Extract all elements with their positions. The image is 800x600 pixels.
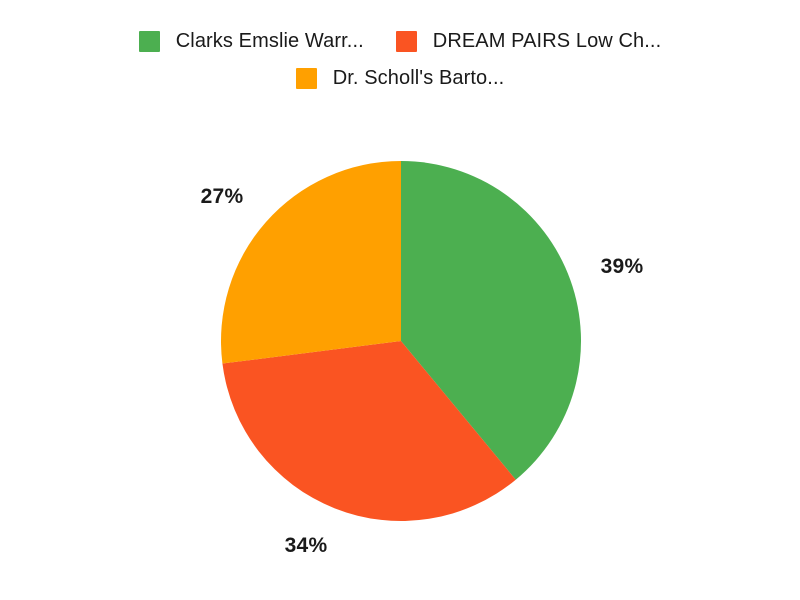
legend-item-clarks-emslie[interactable]: Clarks Emslie Warr... <box>138 30 364 53</box>
chart-legend: Clarks Emslie Warr... DREAM PAIRS Low Ch… <box>0 0 800 90</box>
pie-value-label: 27% <box>200 185 244 208</box>
pie-value-label: 39% <box>600 255 644 278</box>
legend-item-dream-pairs[interactable]: DREAM PAIRS Low Ch... <box>395 30 662 53</box>
pie-slice[interactable] <box>221 161 401 364</box>
pie-slice-group <box>221 161 582 522</box>
legend-item-label: Clarks Emslie Warr... <box>175 30 364 52</box>
pie-value-label: 34% <box>284 534 328 557</box>
legend-row: Dr. Scholl's Barto... <box>0 67 800 90</box>
pie-slice[interactable] <box>222 341 516 522</box>
legend-row: Clarks Emslie Warr... DREAM PAIRS Low Ch… <box>0 30 800 53</box>
legend-item-label: DREAM PAIRS Low Ch... <box>432 30 662 52</box>
legend-swatch-icon <box>395 31 417 52</box>
legend-swatch-icon <box>138 31 160 52</box>
legend-item-dr-scholls[interactable]: Dr. Scholl's Barto... <box>295 67 505 90</box>
legend-swatch-icon <box>295 68 317 89</box>
pie-slice[interactable] <box>401 161 582 480</box>
legend-item-label: Dr. Scholl's Barto... <box>332 67 505 89</box>
